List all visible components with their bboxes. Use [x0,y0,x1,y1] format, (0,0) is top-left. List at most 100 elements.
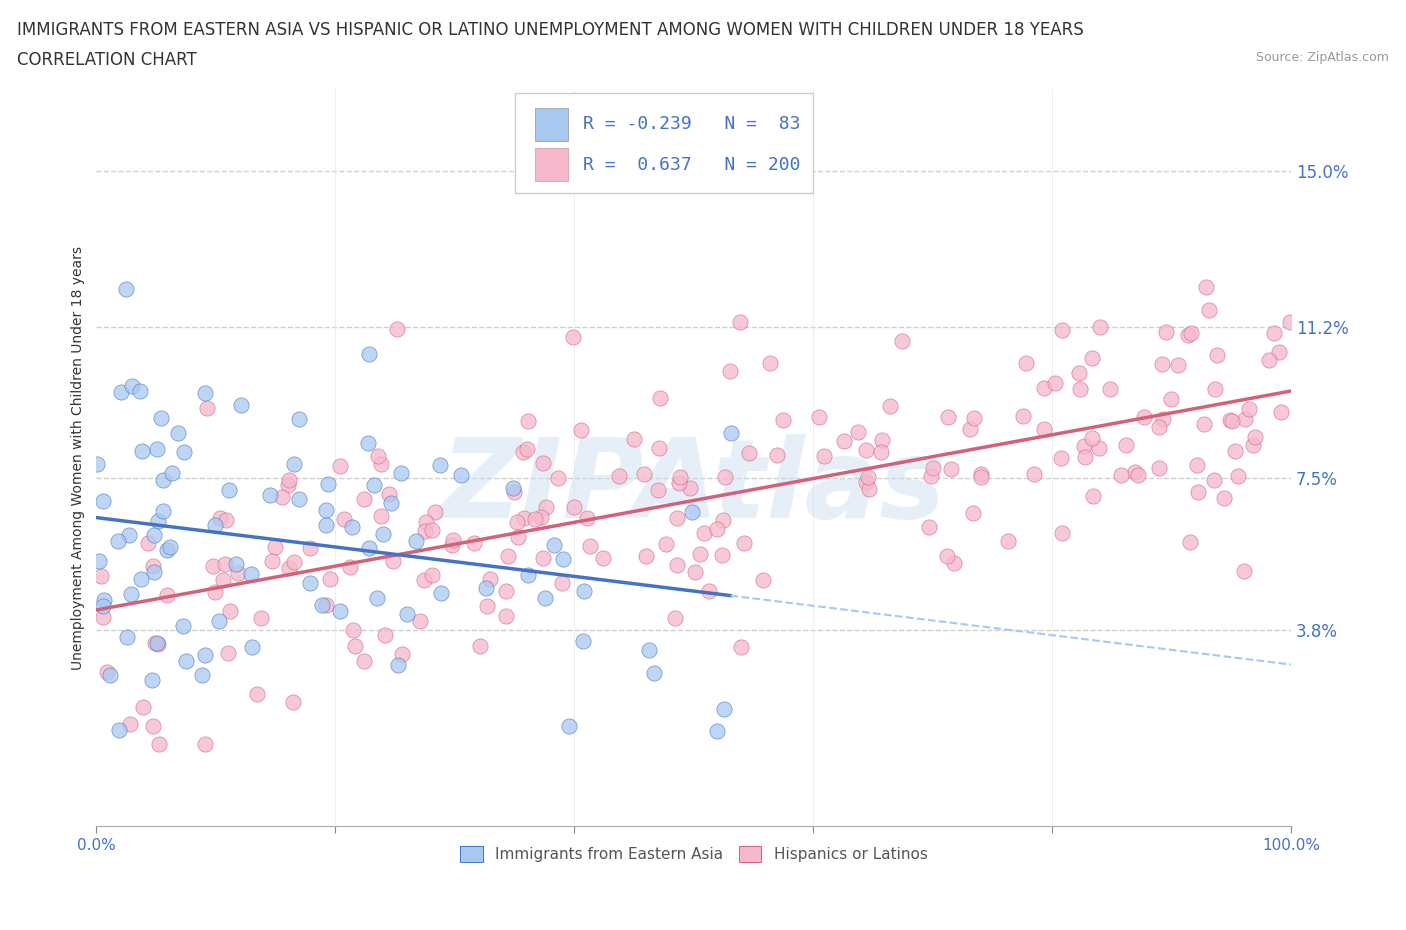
Point [413,573,436,588]
Point [413,524,436,538]
Point [278,561,301,576]
Point [505,514,527,529]
Point [249,610,271,625]
Point [870,432,893,447]
Point [342,622,364,637]
Point [832,434,855,449]
Point [166,425,188,440]
Y-axis label: Unemployment Among Women with Children Under 18 years: Unemployment Among Women with Children U… [72,246,86,670]
Point [558,719,581,734]
Point [1243,437,1265,452]
Point [534,499,557,514]
Point [1220,414,1243,429]
Point [942,555,965,570]
Point [506,529,529,544]
Point [219,604,242,618]
Point [513,511,536,525]
Point [315,517,337,532]
Point [339,560,361,575]
Point [329,458,352,473]
Point [758,355,780,370]
Point [711,548,734,563]
Point [1234,412,1257,427]
Point [1132,409,1154,424]
Point [576,511,599,525]
Point [730,314,752,329]
Point [218,483,240,498]
Point [143,565,166,579]
Point [409,614,432,629]
Point [423,504,446,519]
Point [90,568,112,583]
Point [1279,315,1302,330]
Point [142,559,165,574]
Point [524,512,547,526]
Point [1237,402,1260,417]
Point [1198,303,1220,318]
Point [517,414,540,429]
Point [655,537,678,551]
Point [1195,280,1218,295]
Point [277,472,299,487]
Point [890,333,912,348]
Point [91,610,114,625]
Point [1050,323,1073,338]
Point [246,686,269,701]
Point [391,647,413,662]
Point [152,504,174,519]
Point [115,282,138,297]
Point [93,494,115,509]
Point [1073,438,1095,453]
Point [550,576,572,591]
Point [1206,348,1229,363]
Point [855,474,877,489]
Point [962,505,984,520]
Point [229,397,252,412]
Point [217,646,239,661]
Point [143,635,166,650]
Text: Source: ZipAtlas.com: Source: ZipAtlas.com [1256,51,1389,64]
Point [706,724,728,738]
Point [870,445,893,459]
Point [516,442,538,457]
Point [240,640,263,655]
Point [1263,326,1285,340]
Point [283,554,305,569]
Point [259,488,281,503]
Point [1087,440,1109,455]
Point [689,546,711,561]
Point [318,477,340,492]
Point [922,461,945,476]
Point [478,572,501,587]
Point [665,511,688,525]
Point [422,568,444,583]
Point [395,606,418,621]
Point [283,695,305,710]
Point [1257,352,1279,367]
Point [468,639,491,654]
FancyBboxPatch shape [515,93,813,193]
Text: IMMIGRANTS FROM EASTERN ASIA VS HISPANIC OR LATINO UNEMPLOYMENT AMONG WOMEN WITH: IMMIGRANTS FROM EASTERN ASIA VS HISPANIC… [17,21,1084,39]
Point [288,411,311,426]
Point [751,572,773,587]
Point [477,599,499,614]
Point [1177,327,1199,342]
Point [607,469,630,484]
Point [271,490,294,505]
Point [141,719,163,734]
Point [1012,409,1035,424]
Point [319,572,342,587]
Point [332,512,354,526]
Point [1233,564,1256,578]
Point [623,432,645,446]
Point [225,556,247,571]
Point [385,322,408,337]
Point [1160,392,1182,406]
Point [1178,535,1201,550]
Point [1090,319,1112,334]
Point [108,723,131,737]
Point [357,541,380,556]
Point [496,549,519,564]
Point [344,639,367,654]
Point [176,654,198,669]
